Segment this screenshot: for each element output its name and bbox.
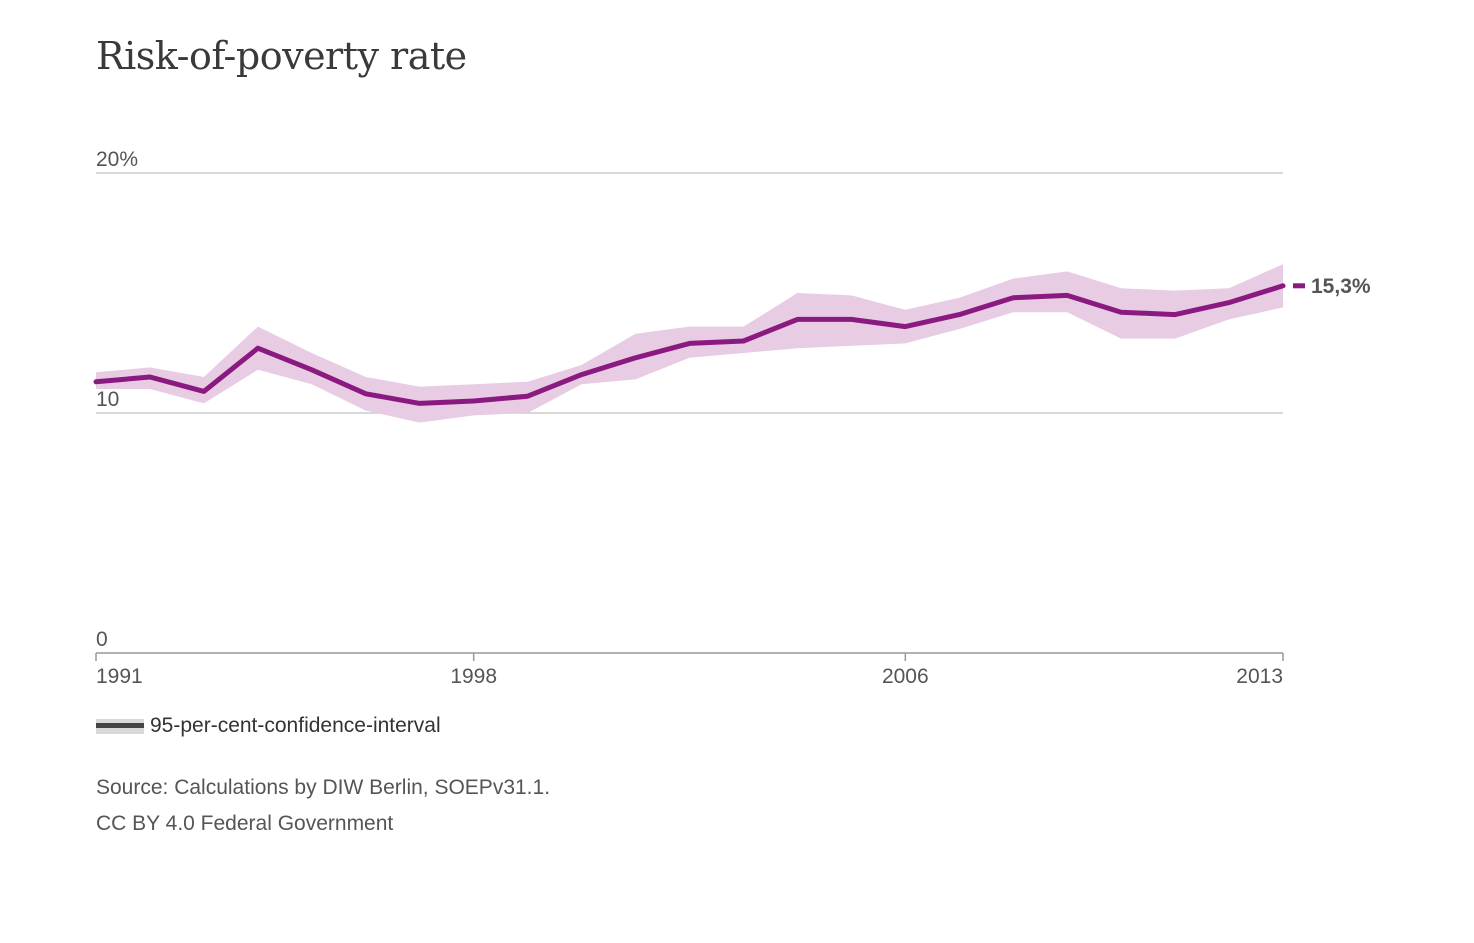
- y-tick-label: 0: [96, 628, 108, 651]
- x-tick-label: 1991: [96, 665, 143, 688]
- license-line: CC BY 4.0 Federal Government: [96, 812, 394, 835]
- source-note: Source: Calculations by DIW Berlin, SOEP…: [96, 770, 550, 842]
- legend-label: 95-per-cent-confidence-interval: [150, 714, 441, 737]
- x-tick-label: 2013: [1236, 665, 1283, 688]
- legend: 95-per-cent-confidence-interval: [96, 711, 441, 741]
- y-tick-label: 10: [96, 388, 119, 411]
- y-tick-label: 20%: [96, 148, 138, 171]
- chart-title: Risk-of-poverty rate: [96, 34, 467, 78]
- series-line: [93, 283, 1286, 406]
- x-tick-label: 1998: [450, 665, 497, 688]
- source-line: Source: Calculations by DIW Berlin, SOEP…: [96, 776, 551, 799]
- x-tick-label: 2006: [882, 665, 929, 688]
- legend-swatch: [96, 718, 144, 734]
- end-value-label: 15,3%: [1311, 275, 1371, 298]
